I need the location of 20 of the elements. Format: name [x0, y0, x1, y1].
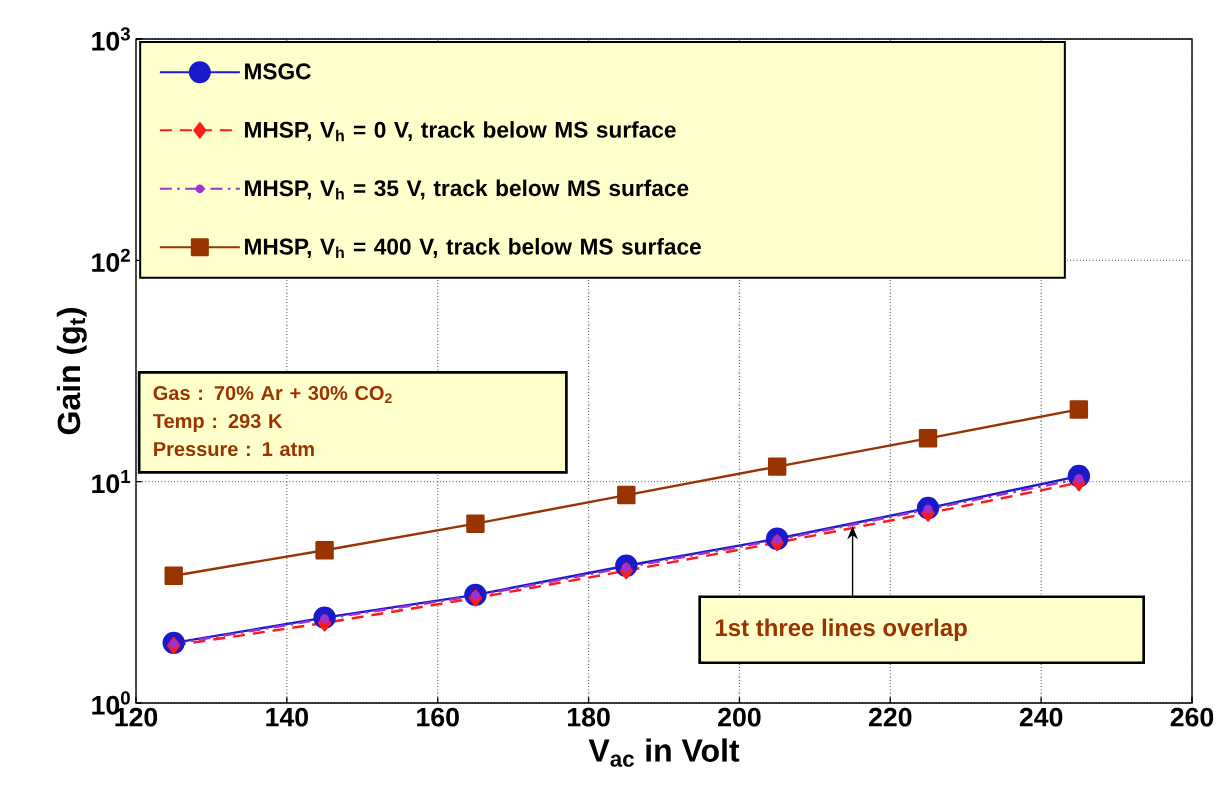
legend-label: MHSP, V$_{h}$ = 0 V, track below MS surface — [245, 121, 676, 142]
annotation: Pressure : 1 atm — [154, 442, 314, 457]
annotation: Gas : 70% Ar + 30% CO$_{2}$ — [153, 385, 392, 404]
annotation: 1st three lines overlap — [715, 618, 967, 641]
legend-label: MSGC — [245, 63, 311, 80]
x-tick-label: 200 — [718, 707, 761, 727]
y-tick-label: 10$^{3}$ — [92, 27, 130, 51]
annotation: Temp : 293 K — [153, 413, 283, 433]
y-axis-title: Gain (g$_{t}$) — [56, 308, 87, 435]
y-tick-label: 10$^{1}$ — [92, 470, 131, 494]
x-axis-title: V$_{ac}$ in Volt — [588, 738, 740, 767]
legend-label: MHSP, V$_{h}$ = 35 V, track below MS surface — [245, 179, 689, 200]
x-tick-label: 180 — [568, 707, 610, 727]
x-tick-label: 240 — [1019, 707, 1063, 727]
legend-label: MHSP, V$_{h}$ = 400 V, track below MS surface — [245, 238, 701, 258]
x-tick-label: 140 — [266, 707, 309, 727]
x-tick-label: 220 — [868, 707, 912, 727]
y-tick-label: 10$^{2}$ — [92, 248, 130, 272]
x-tick-label: 260 — [1170, 707, 1214, 727]
x-tick-label: 160 — [417, 707, 459, 727]
